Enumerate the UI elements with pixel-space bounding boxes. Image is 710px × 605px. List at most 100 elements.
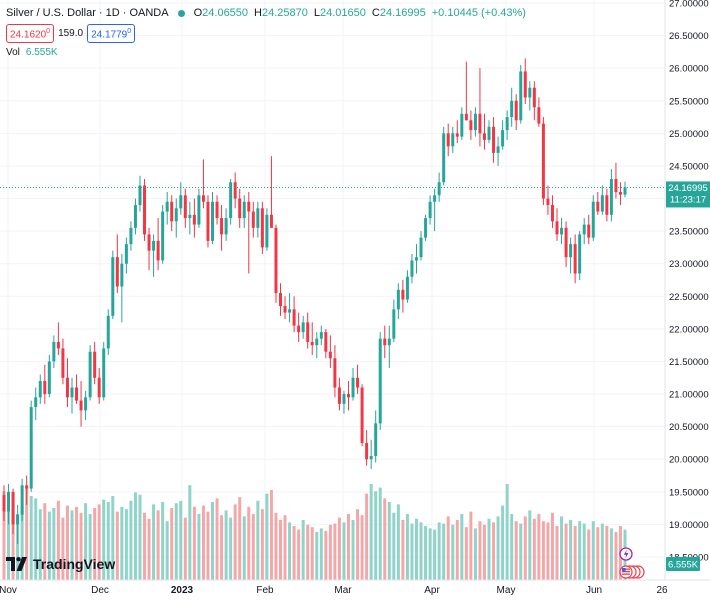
price-tick-label: 26.00000: [669, 64, 709, 75]
volume-bar: [582, 523, 586, 580]
candle-body: [419, 237, 423, 258]
volume-bar: [20, 505, 24, 580]
candle-body: [528, 87, 532, 98]
volume-bar: [238, 497, 242, 580]
volume-bar: [442, 523, 446, 580]
candle-body: [555, 221, 559, 235]
candle-body: [115, 257, 119, 287]
candle-body: [587, 224, 591, 238]
volume-bar: [265, 493, 269, 580]
volume-bar: [179, 500, 183, 580]
candle-body: [133, 205, 137, 228]
volume-bar: [75, 506, 79, 580]
candle-body: [464, 113, 468, 121]
tradingview-logo[interactable]: TradingView: [6, 556, 115, 572]
volume-bar: [437, 522, 441, 580]
volume-bar: [492, 522, 496, 580]
candle-body: [496, 146, 500, 153]
candle-body: [383, 338, 387, 346]
candle-body: [455, 133, 459, 137]
candle-body: [20, 485, 24, 515]
volume-label: Vol: [6, 47, 20, 59]
candle-body: [319, 332, 323, 339]
volume-bar: [306, 524, 310, 580]
candle-body: [337, 387, 341, 404]
volume-bar: [56, 500, 60, 580]
candle-body: [369, 455, 373, 460]
volume-bar: [260, 509, 264, 580]
volume-bar: [301, 520, 305, 580]
volume-bar: [224, 510, 228, 580]
volume-bar: [347, 514, 350, 580]
price-tick-label: 25.00000: [669, 129, 709, 140]
volume-bar: [111, 496, 115, 580]
spread-value: 159.0: [58, 28, 84, 40]
volume-bar: [220, 515, 224, 580]
candle-body: [510, 100, 514, 118]
volume-bar: [161, 502, 165, 580]
volume-bar: [279, 520, 282, 580]
price-tick-label: 22.00000: [669, 324, 709, 335]
time-tick-label: Dec: [91, 585, 109, 596]
buy-button[interactable]: 24.17790: [87, 24, 136, 44]
candle-body: [532, 87, 536, 108]
time-tick-label: 2023: [171, 585, 194, 596]
volume-bar: [29, 496, 33, 580]
volume-bar: [297, 529, 301, 580]
candle-body: [519, 71, 523, 121]
volume-bar: [401, 520, 405, 580]
volume-bar: [356, 509, 360, 580]
volume-bar: [288, 522, 292, 580]
candle-body: [301, 322, 305, 333]
candle-body: [514, 100, 518, 121]
volume-bar: [383, 498, 387, 580]
volume-bar: [414, 518, 418, 580]
candle-body: [43, 381, 47, 395]
volume-bar: [550, 512, 554, 580]
candle-body: [410, 260, 414, 277]
candle-body: [25, 485, 29, 489]
candle-body: [564, 227, 568, 258]
volume-bar: [274, 512, 278, 580]
volume-bar: [564, 523, 568, 580]
price-tick-label: 21.50000: [669, 357, 709, 368]
candle-body: [424, 218, 428, 238]
volume-bar: [328, 524, 332, 580]
price-tick-label: 26.50000: [669, 31, 709, 42]
market-status-icon: [177, 9, 185, 17]
candle-body: [541, 123, 545, 199]
sell-button[interactable]: 24.16200: [6, 24, 55, 44]
candle-body: [224, 218, 228, 235]
price-tick-label: 25.50000: [669, 96, 709, 107]
volume-bar: [387, 502, 391, 580]
price-tick-label: 22.50000: [669, 292, 709, 303]
volume-bar: [47, 511, 51, 580]
volume-bar: [34, 498, 38, 580]
event-icons[interactable]: [619, 547, 645, 579]
candle-body: [505, 117, 509, 131]
candle-body: [52, 341, 56, 362]
candle-body: [478, 113, 482, 134]
candle-body: [351, 377, 355, 398]
ohlc-low: L24.01650: [313, 7, 366, 19]
volume-bars: [2, 484, 627, 580]
volume-bar: [215, 498, 219, 580]
candle-body: [179, 195, 183, 209]
candle-body: [560, 227, 564, 235]
volume-bar: [52, 508, 56, 580]
volume-bar: [143, 512, 147, 580]
candle-body: [61, 348, 65, 378]
volume-bar: [596, 527, 600, 580]
symbol-title[interactable]: Silver / U.S. Dollar · 1D · OANDA: [6, 7, 169, 19]
volume-bar: [392, 512, 396, 580]
price-tick-label: 23.00000: [669, 259, 709, 270]
volume-bar: [446, 516, 450, 580]
candle-body: [324, 332, 328, 352]
candle-body: [378, 338, 382, 424]
candle-body: [396, 289, 400, 310]
candle-body: [129, 227, 133, 245]
candle-body: [365, 442, 369, 460]
volume-bar: [546, 522, 550, 580]
